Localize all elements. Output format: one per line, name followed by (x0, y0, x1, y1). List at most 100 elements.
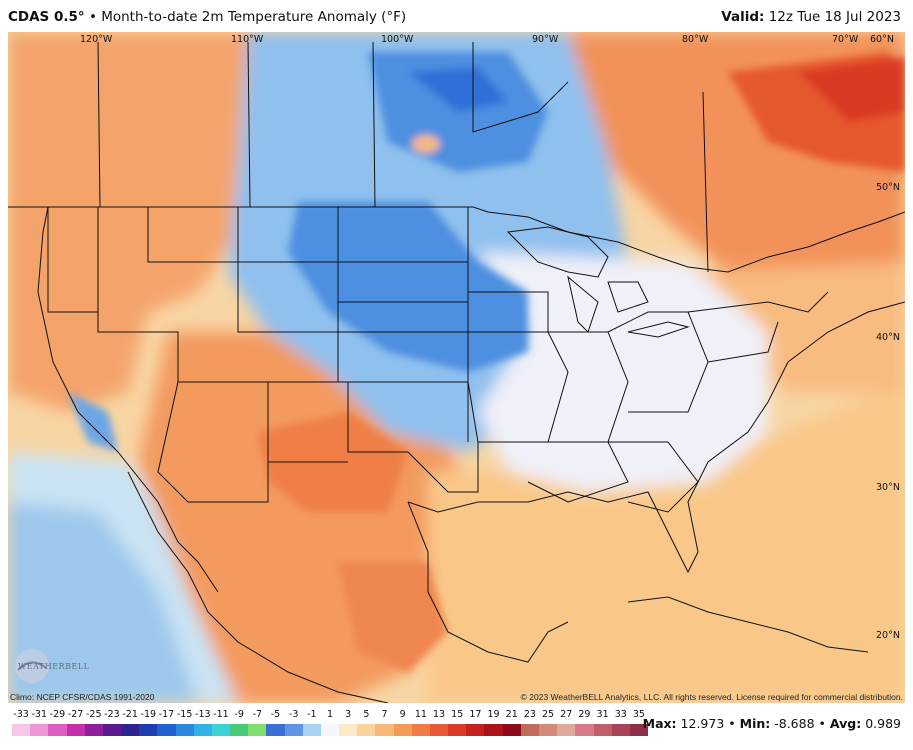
sask-manitoba-border (372, 41, 376, 208)
colorbar-segment (84, 724, 103, 736)
colorbar-tick-label: -27 (67, 709, 84, 720)
model-name: CDAS 0.5 (8, 9, 78, 25)
avg-value: 0.989 (865, 716, 901, 731)
longitude-label: 100°W (381, 34, 414, 45)
latitude-label: 30°N (876, 482, 900, 493)
latitude-label: 50°N (876, 182, 900, 193)
colorbar-segment (448, 724, 467, 736)
colorbar-segment (121, 724, 140, 736)
valid-time-label: Valid: 12z Tue 18 Jul 2023 (721, 9, 901, 25)
stats-separator: • (818, 716, 826, 731)
gulf-atlantic-warm-area (428, 382, 905, 703)
colorbar-tick-label: -23 (104, 709, 120, 720)
weatherbell-logo-icon (15, 649, 49, 683)
map-header: CDAS 0.5° • Month-to-date 2m Temperature… (0, 0, 913, 32)
colorbar-segment (266, 724, 285, 736)
northeast-state-lines (687, 291, 829, 363)
colorbar-segment (520, 724, 539, 736)
colorbar-segment (102, 724, 122, 736)
colorbar-tick-label: 1 (326, 709, 334, 720)
colorbar-tick-label: 31 (596, 709, 609, 720)
colorbar-tick-label: 25 (542, 709, 555, 720)
min-label: Min: (739, 716, 771, 731)
longitude-label: 80°W (682, 34, 709, 45)
colorbar-tick-label: -19 (140, 709, 157, 720)
colorbar-tick-label: -13 (195, 709, 211, 720)
prairies-coldest-core (408, 67, 508, 112)
colorbar-segment (211, 724, 231, 736)
colorbar-tick-label: -11 (213, 709, 229, 720)
coastal-cool-spot (68, 392, 118, 452)
colorbar (12, 724, 649, 736)
valid-time: 12z Tue 18 Jul 2023 (768, 9, 901, 25)
colorbar-tick-label: -31 (31, 709, 48, 720)
max-label: Max: (642, 716, 677, 731)
degree-symbol: ° (77, 9, 85, 25)
us-canada-border (8, 206, 905, 273)
stats-readout: Max: 12.973 • Min: -8.688 • Avg: 0.989 (643, 716, 901, 731)
colorbar-segment (193, 724, 212, 736)
colorbar-tick-label: -17 (158, 709, 175, 720)
colorbar-segment (629, 724, 649, 736)
political-borders (8, 41, 905, 703)
min-value: -8.688 (774, 716, 815, 731)
washington-oregon-lines (47, 207, 99, 313)
colorbar-tick-label: -21 (122, 709, 138, 720)
colorbar-tick-label: 9 (399, 709, 406, 720)
colorbar-tick-label: 21 (505, 709, 518, 720)
product-title: Month-to-date 2m Temperature Anomaly (°F… (101, 9, 407, 25)
colorbar-tick-label: -29 (49, 709, 66, 720)
lake-michigan-outline (567, 275, 599, 333)
colorbar-segment (48, 724, 67, 736)
colorbar-tick-label: -9 (234, 709, 244, 720)
colorbar-segment (375, 724, 394, 736)
colorbar-tick-label: 19 (487, 709, 500, 720)
pacific-coastline (37, 206, 219, 593)
lake-erie-outline (627, 321, 690, 338)
colorbar-segment (139, 724, 158, 736)
alberta-sask-border (247, 41, 251, 208)
lake-superior-outline (506, 226, 609, 278)
gulf-mexico-coastline (407, 501, 569, 663)
colorbar-segment (30, 724, 49, 736)
baja-mexico-coastline (127, 471, 389, 703)
colorbar-tick-label: -25 (86, 709, 102, 720)
longitude-label: 120°W (80, 34, 113, 45)
longitude-label: 90°W (532, 34, 559, 45)
colorbar-segment (502, 724, 521, 736)
colorbar-tick-label: 15 (451, 709, 464, 720)
stats-separator: • (728, 716, 736, 731)
map-canvas (8, 32, 905, 703)
colorbar-segment (557, 724, 576, 736)
colorbar-segment (320, 724, 340, 736)
prairie-warm-spot (412, 135, 440, 153)
colorbar-segment (12, 724, 31, 736)
bc-alberta-border (97, 41, 101, 208)
western-warm-area (8, 32, 258, 412)
longitude-label: 110°W (231, 34, 264, 45)
colorbar-tick-label: 17 (469, 709, 482, 720)
colorbar-ticks: -33 -31 -29 -27 -25 -23 -21 -19 -17 -15 -13 -11 -9 -7… (12, 709, 648, 721)
map-title: CDAS 0.5° • Month-to-date 2m Temperature… (8, 9, 406, 25)
colorbar-segment (429, 724, 449, 736)
colorbar-tick-label: 11 (414, 709, 427, 720)
longitude-label: 70°W (832, 34, 859, 45)
colorbar-tick-label: 7 (381, 709, 388, 720)
colorbar-segment (466, 724, 485, 736)
colorbar-segment (339, 724, 358, 736)
colorbar-segment (157, 724, 176, 736)
valid-prefix: Valid: (721, 9, 765, 25)
colorbar-segment (575, 724, 594, 736)
colorbar-tick-label: -33 (13, 709, 29, 720)
colorbar-tick-label: 3 (345, 709, 352, 720)
manitoba-ontario-border (472, 42, 569, 133)
latitude-label: 40°N (876, 332, 900, 343)
colorbar-segment (284, 724, 303, 736)
colorbar-tick-label: 33 (614, 709, 627, 720)
colorbar-segment (66, 724, 85, 736)
plains-state-divides (338, 261, 468, 333)
pacific-cooler-area (8, 502, 198, 703)
caribbean-coastline (627, 596, 869, 653)
quebec-hottest-core (798, 57, 905, 122)
southwest-state-lines (178, 381, 348, 463)
